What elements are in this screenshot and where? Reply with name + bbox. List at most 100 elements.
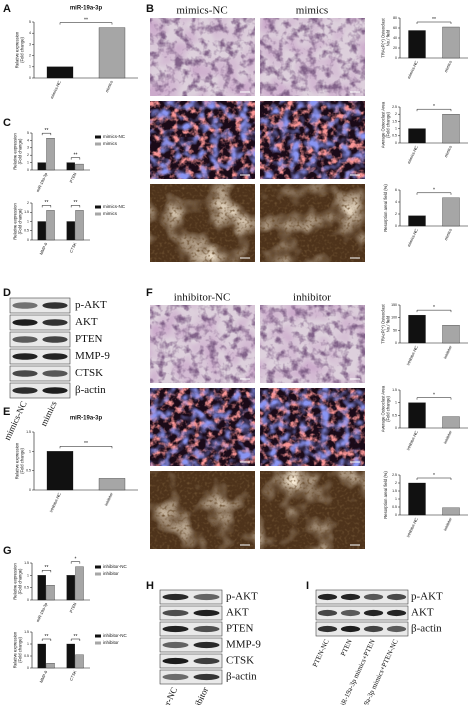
y-tick-label: 1 xyxy=(29,65,31,69)
significance-bracket xyxy=(41,132,52,136)
lane-label: mimics xyxy=(38,399,58,428)
bar xyxy=(408,482,426,516)
significance-bracket xyxy=(41,570,52,573)
blot-band xyxy=(42,370,68,377)
blot-band xyxy=(193,593,220,601)
micrograph-texture xyxy=(260,18,365,96)
x-tick-label: mimics xyxy=(443,60,453,73)
micrograph-texture xyxy=(150,101,255,179)
legend-swatch xyxy=(95,565,101,569)
x-tick-label: miR-19a-3p xyxy=(35,171,49,193)
y-tick-label: 1.5 xyxy=(392,489,397,493)
y-tick-label: 0 xyxy=(27,168,29,172)
y-tick-label: 3 xyxy=(29,42,31,46)
y-tick-label: 1 xyxy=(395,127,397,131)
bar xyxy=(442,26,460,59)
x-tick-label: mimics-NC xyxy=(406,145,419,165)
blot-band xyxy=(12,319,38,326)
x-tick-label: mimics xyxy=(104,80,114,93)
x-tick-label: CTSK xyxy=(68,669,77,681)
y-tick-label: 2 xyxy=(395,481,397,485)
bar xyxy=(37,162,46,171)
lane-label: PTEN-NC xyxy=(311,638,331,668)
micrograph-texture xyxy=(260,101,365,179)
bar xyxy=(442,325,460,344)
blot-strip xyxy=(159,621,223,637)
blot-strip xyxy=(315,621,409,637)
lane-label: PTEN xyxy=(339,638,354,657)
y-axis-label: Average Osteoclast Area xyxy=(381,385,386,432)
significance-label: ** xyxy=(74,152,78,158)
y-tick-label: 2 xyxy=(27,201,29,205)
chart-title: miR-19a-3p xyxy=(70,416,103,422)
legend-label: mimics xyxy=(103,211,118,216)
panel-letter: G xyxy=(3,545,12,557)
panel-letter: D xyxy=(3,287,11,299)
blot-strip xyxy=(159,653,223,669)
bar xyxy=(75,210,84,241)
blot-band xyxy=(386,609,407,617)
y-tick-label: 4 xyxy=(29,31,31,35)
blot-strip xyxy=(159,589,223,605)
image-column-label: inhibitor-NC xyxy=(174,292,231,304)
bar xyxy=(66,643,75,669)
x-tick-label: inhibitor xyxy=(103,491,114,506)
y-axis-label: (Fold change) xyxy=(386,395,391,421)
blot-strip xyxy=(9,331,71,348)
x-tick-label: inhibitor-NC xyxy=(48,492,62,513)
significance-bracket xyxy=(416,397,452,400)
y-tick-label: 0.5 xyxy=(392,134,397,138)
lane-label: inhibitor xyxy=(188,685,210,705)
y-tick-label: 1.5 xyxy=(392,119,397,123)
lane-label: inhibitor-NC xyxy=(151,685,180,705)
significance-label: ** xyxy=(84,17,88,23)
y-tick-label: 1.5 xyxy=(24,561,29,565)
legend-swatch xyxy=(95,212,101,216)
bar xyxy=(46,66,74,79)
y-tick-label: 5 xyxy=(27,131,29,135)
y-tick-label: 0 xyxy=(27,598,29,602)
bar xyxy=(442,197,460,227)
y-tick-label: 60 xyxy=(393,26,397,30)
bar xyxy=(66,162,75,171)
y-tick-label: 0 xyxy=(395,426,397,430)
y-tick-label: 6 xyxy=(395,188,397,192)
blot-band xyxy=(42,387,68,394)
y-tick-label: 150 xyxy=(391,303,397,307)
y-tick-label: 20 xyxy=(393,46,397,50)
blot-strip xyxy=(315,605,409,621)
blot-band xyxy=(162,593,189,601)
x-tick-label: inhibitor-NC xyxy=(405,430,419,451)
significance-bracket xyxy=(416,108,452,112)
protein-label: AKT xyxy=(75,316,98,328)
y-tick-label: 0.5 xyxy=(392,505,397,509)
significance-label: ** xyxy=(45,128,49,134)
y-tick-label: 0 xyxy=(395,141,397,145)
blot-strip xyxy=(159,669,223,685)
significance-label: * xyxy=(433,473,435,479)
x-tick-label: PTEN xyxy=(68,602,77,614)
x-tick-label: CTSK xyxy=(68,241,77,253)
y-tick-label: 1 xyxy=(29,449,31,453)
x-tick-label: MMP-9 xyxy=(38,241,48,255)
blot-band xyxy=(12,370,38,377)
y-tick-label: 1.5 xyxy=(392,388,397,392)
y-tick-label: 0 xyxy=(29,76,31,80)
y-axis-label: TRAcP(+) Osteoclast xyxy=(381,17,386,57)
legend-label: inhibitor xyxy=(103,640,119,645)
micrograph-texture xyxy=(150,184,255,262)
legend-swatch xyxy=(95,142,101,146)
bar xyxy=(66,221,75,241)
blot-strip xyxy=(9,314,71,331)
significance-bracket xyxy=(70,157,81,160)
significance-label: * xyxy=(433,188,435,194)
y-tick-label: 2 xyxy=(29,54,31,58)
panel-letter: A xyxy=(3,3,11,15)
blot-strip xyxy=(9,297,71,314)
x-tick-label: mimics-NC xyxy=(406,228,419,248)
y-tick-label: 0.5 xyxy=(24,229,29,233)
bar xyxy=(442,416,460,429)
blot-band xyxy=(162,625,189,633)
y-tick-label: 1 xyxy=(27,219,29,223)
